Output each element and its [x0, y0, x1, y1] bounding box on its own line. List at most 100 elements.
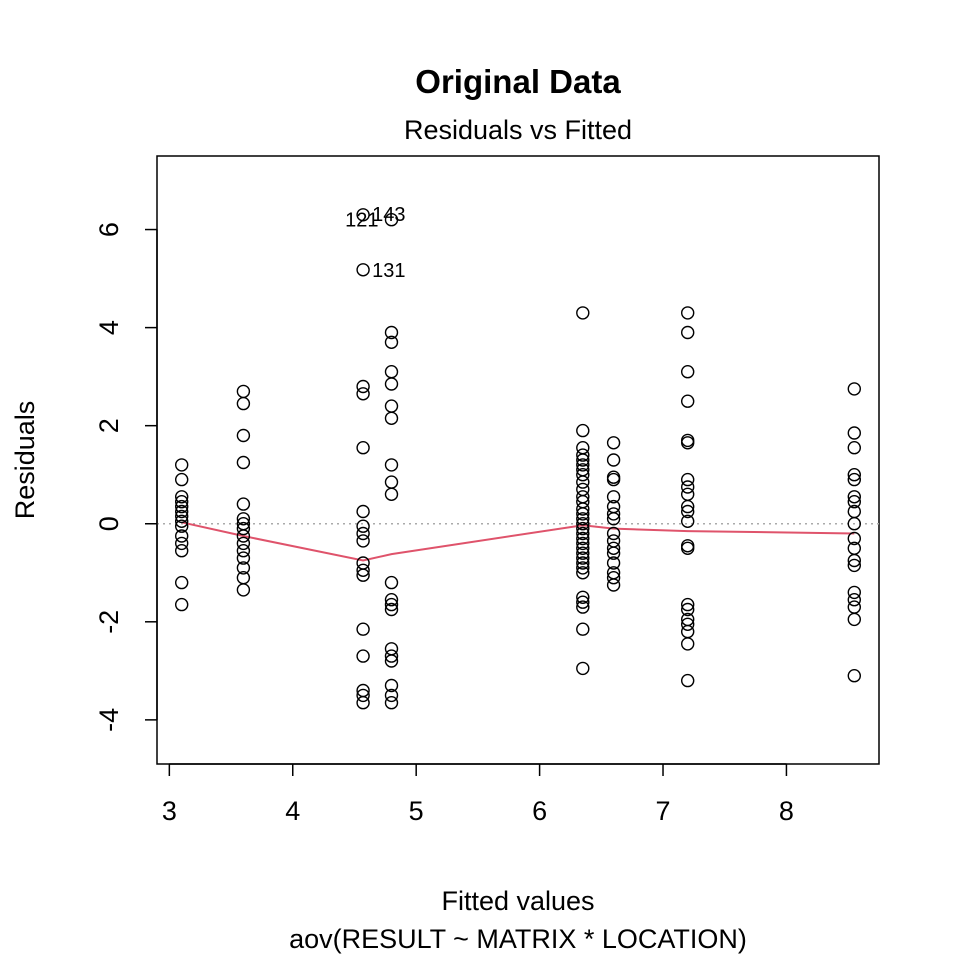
- data-point: [384, 642, 399, 656]
- data-point: [606, 571, 621, 585]
- y-axis-label: Residuals: [10, 401, 40, 520]
- data-point: [576, 536, 590, 551]
- data-point: [236, 455, 251, 470]
- data-point: [847, 593, 861, 607]
- y-axis: -4 -2 0 2 4 6: [94, 222, 158, 732]
- data-point: [174, 597, 189, 612]
- data-point: [384, 597, 399, 612]
- data-point: [576, 453, 590, 467]
- data-point: [606, 526, 621, 541]
- x-axis: 3 4 5 6 7 8: [162, 763, 794, 826]
- y-tick-label: 6: [94, 222, 124, 237]
- y-tick-label: 2: [94, 418, 124, 433]
- x-tick-label: 5: [409, 796, 424, 826]
- plot-frame: [156, 155, 880, 765]
- data-point: [681, 504, 695, 519]
- data-point: [576, 566, 590, 580]
- data-point: [576, 482, 590, 497]
- data-point: [681, 365, 695, 379]
- data-point: [606, 507, 621, 521]
- data-point: [681, 597, 695, 612]
- data-point: [174, 495, 189, 509]
- data-point: [576, 475, 590, 489]
- data-point: [847, 468, 861, 482]
- data-point: [576, 502, 590, 516]
- data-point: [356, 688, 370, 703]
- data-point: [576, 561, 590, 575]
- data-point: [174, 458, 189, 472]
- data-point: [576, 521, 590, 536]
- data-point: [384, 335, 399, 349]
- data-point: [384, 399, 399, 413]
- x-tick-label: 3: [162, 796, 177, 826]
- data-point: [356, 526, 370, 541]
- y-tick-label: -4: [94, 708, 124, 732]
- data-point: [356, 568, 370, 582]
- data-point: [384, 678, 399, 693]
- data-point: [847, 553, 861, 568]
- data-point: [606, 534, 621, 548]
- data-point: [236, 428, 251, 443]
- data-point: [356, 519, 370, 533]
- y-tick-label: 4: [94, 320, 124, 335]
- data-point: [384, 365, 399, 379]
- data-point: [606, 541, 621, 555]
- x-tick-label: 6: [532, 796, 547, 826]
- data-point: [236, 544, 251, 558]
- data-point: [174, 509, 189, 524]
- data-point: [606, 546, 621, 560]
- data-point: [576, 441, 590, 455]
- data-point: [606, 556, 621, 570]
- data-point: [576, 556, 590, 570]
- data-point: [576, 458, 590, 472]
- data-point: [576, 507, 590, 521]
- data-point: [681, 487, 695, 501]
- data-point: [681, 325, 695, 340]
- data-point: [174, 504, 189, 519]
- data-point: [384, 649, 399, 663]
- data-point: [236, 396, 251, 411]
- x-axis-label: Fitted values: [441, 886, 594, 916]
- data-point: [681, 617, 695, 631]
- data-point: [606, 578, 621, 592]
- data-point: [236, 384, 251, 399]
- data-point: [576, 551, 590, 565]
- data-point: [576, 517, 590, 531]
- data-point: [384, 487, 399, 501]
- data-point: [847, 558, 861, 573]
- data-point: [384, 377, 399, 391]
- data-point: [174, 544, 189, 558]
- data-point: [681, 673, 695, 688]
- data-point: [384, 654, 399, 668]
- data-point: [356, 563, 370, 577]
- data-point: [681, 539, 695, 553]
- data-point: [174, 514, 189, 528]
- data-point: [174, 536, 189, 551]
- data-point: [576, 526, 590, 541]
- data-point: [847, 495, 861, 509]
- data-point: [681, 472, 695, 487]
- data-point: [847, 426, 861, 440]
- data-point: [606, 453, 621, 467]
- data-point: [356, 387, 370, 401]
- data-point: [847, 517, 861, 531]
- data-point: [356, 556, 370, 570]
- data-point: [576, 661, 590, 676]
- data-point: [356, 649, 370, 663]
- smooth-line-layer: [181, 521, 855, 562]
- data-point: [174, 499, 189, 514]
- data-point: [174, 529, 189, 543]
- data-point: [236, 521, 251, 536]
- data-point: [174, 490, 189, 504]
- data-point: [576, 595, 590, 609]
- data-point: [236, 551, 251, 565]
- data-point: [681, 436, 695, 450]
- data-point: [576, 531, 590, 546]
- data-point: [384, 696, 399, 710]
- chart-title: Original Data: [415, 63, 621, 100]
- data-point: [356, 208, 370, 222]
- data-point: [847, 382, 861, 396]
- y-tick-label: 0: [94, 516, 124, 531]
